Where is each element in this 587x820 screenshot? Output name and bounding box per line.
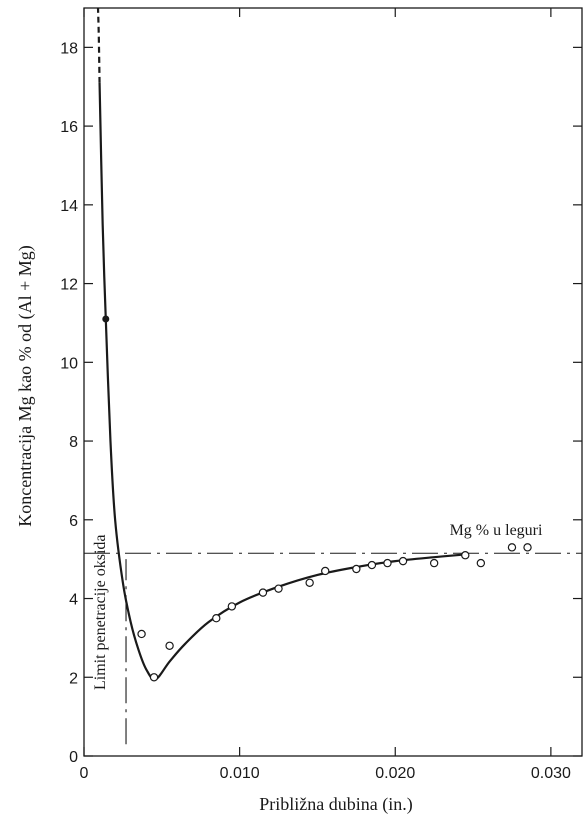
y-tick-label: 6	[69, 513, 78, 530]
data-point-open	[352, 564, 361, 574]
y-tick-label: 4	[69, 592, 78, 609]
tick-labels: 0 2 4 6 8 10 12 14 16 18 0 0.010 0.020 0.030	[60, 40, 571, 782]
y-tick-label: 16	[60, 119, 78, 136]
data-point-open	[476, 558, 486, 568]
y-tick-label: 8	[69, 434, 78, 451]
data-point-open	[523, 543, 532, 552]
y-tick-label: 10	[60, 355, 78, 372]
y-tick-label: 0	[69, 749, 78, 766]
y-tick-label: 18	[60, 40, 78, 57]
data-point-open	[367, 560, 377, 570]
fit-curves	[96, 7, 466, 681]
plot-border	[83, 7, 583, 757]
data-point-open	[258, 588, 268, 597]
data-point-open	[429, 558, 439, 568]
data-point-open	[461, 551, 470, 560]
y-tick-label: 12	[60, 277, 78, 294]
x-tick-label: 0	[80, 765, 89, 782]
x-axis-title: Približna dubina (in.)	[259, 794, 412, 815]
data-point-open	[227, 602, 237, 611]
reference-lines	[84, 552, 582, 745]
data-point-open	[137, 629, 146, 639]
alloy-mg-label: Mg % u leguri	[450, 522, 543, 539]
data-point-open	[165, 641, 174, 650]
y-tick-label: 14	[60, 198, 78, 215]
y-tick-label: 2	[69, 670, 78, 687]
data-points	[102, 315, 532, 682]
data-point-open	[383, 558, 392, 568]
data-point-open	[507, 543, 517, 552]
data-point-open	[149, 673, 159, 682]
data-point-open	[321, 566, 330, 576]
y-axis-title: Koncentracija Mg kao % od (Al + Mg)	[15, 245, 36, 527]
data-point-open	[212, 614, 221, 623]
x-tick-label: 0.010	[220, 765, 260, 782]
data-point-open	[274, 584, 283, 593]
fit-curve-dashed	[96, 7, 101, 83]
plot-frame	[83, 7, 583, 757]
x-tick-label: 0.030	[531, 765, 571, 782]
x-tick-label: 0.020	[375, 765, 415, 782]
oxide-limit-label: Limit penetracije oksida	[92, 535, 109, 691]
axis-ticks	[83, 8, 582, 757]
data-point-filled	[102, 315, 110, 323]
data-point-open	[305, 578, 314, 587]
data-point-open	[398, 556, 408, 566]
